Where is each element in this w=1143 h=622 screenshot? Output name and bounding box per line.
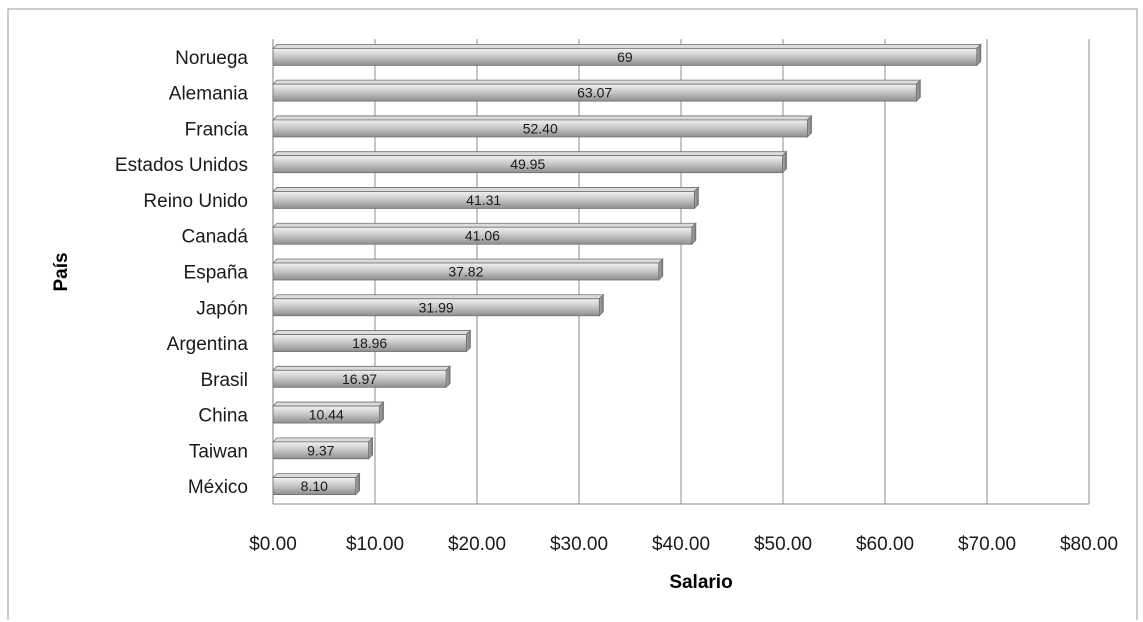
data-label: 37.82 (448, 264, 483, 280)
category-label: Reino Unido (143, 191, 248, 212)
x-tick-label: $50.00 (754, 534, 812, 555)
bar-top-face (272, 258, 664, 264)
bar-side-face (976, 43, 982, 67)
data-label: 10.44 (309, 407, 344, 423)
bar-top-face (272, 222, 697, 228)
bar-top-face (272, 365, 452, 371)
bar-front-face (272, 226, 693, 245)
bar (272, 293, 605, 317)
category-label: Argentina (167, 334, 249, 355)
x-tick-label: $0.00 (249, 534, 297, 555)
bar-front-face (272, 262, 660, 281)
bar-front-face (272, 47, 978, 66)
category-label: Alemania (169, 84, 249, 105)
bar-side-face (598, 293, 604, 317)
category-label: Japón (196, 298, 248, 319)
bar (272, 114, 813, 138)
bar-top-face (272, 437, 374, 443)
bar-side-face (807, 114, 812, 138)
data-label: 41.06 (465, 228, 500, 244)
category-label: Brasil (200, 370, 248, 391)
chart-border (7, 8, 1138, 620)
bar (272, 401, 385, 425)
bar (272, 150, 788, 174)
category-label: México (188, 477, 248, 498)
bar-side-face (465, 329, 471, 353)
bar-top-face (272, 151, 788, 157)
bar-front-face (272, 298, 600, 317)
bar-side-face (693, 186, 699, 210)
bar-top-face (272, 401, 385, 407)
bar-side-face (782, 150, 787, 174)
x-tick-label: $20.00 (448, 534, 506, 555)
category-label: Noruega (175, 48, 248, 69)
bar-top-face (272, 43, 982, 49)
category-label: Estados Unidos (115, 155, 248, 176)
bar-front-face (272, 477, 357, 496)
data-label: 16.97 (342, 371, 377, 387)
x-tick-label: $60.00 (856, 534, 914, 555)
bar (272, 365, 452, 389)
bar-front-face (272, 334, 467, 352)
bar-top-face (272, 115, 813, 121)
category-label: China (198, 406, 248, 427)
x-tick-label: $30.00 (550, 534, 608, 555)
bar-top-face (272, 294, 605, 300)
bar (272, 222, 697, 246)
data-label: 8.10 (301, 478, 328, 494)
x-tick-label: $70.00 (958, 534, 1016, 555)
data-label: 9.37 (307, 442, 334, 458)
bar (272, 436, 374, 460)
bar-side-face (379, 401, 384, 425)
bar-front-face (272, 369, 447, 388)
bar-front-face (272, 83, 917, 102)
bar-top-face (272, 330, 472, 335)
bar (272, 186, 700, 210)
bar (272, 472, 361, 496)
bar-side-face (691, 222, 697, 246)
data-label: 52.40 (523, 120, 558, 136)
bar-side-face (445, 365, 451, 389)
bar-top-face (272, 79, 922, 85)
data-label: 63.07 (577, 85, 612, 101)
data-label: 49.95 (510, 156, 545, 172)
bar (272, 43, 982, 67)
bar (272, 258, 664, 281)
category-label: Francia (185, 119, 249, 140)
bar-side-face (915, 79, 921, 103)
data-label: 18.96 (352, 335, 387, 351)
bar-front-face (272, 191, 695, 209)
bar-top-face (272, 187, 700, 192)
data-label: 69 (617, 49, 633, 65)
bar-front-face (272, 155, 783, 174)
bar-side-face (658, 258, 664, 281)
y-axis-title: País (51, 252, 72, 291)
bar-front-face (272, 441, 369, 460)
x-tick-label: $10.00 (346, 534, 404, 555)
bar-front-face (272, 119, 808, 138)
category-label: España (184, 263, 249, 284)
x-tick-label: $80.00 (1060, 534, 1118, 555)
data-label: 31.99 (419, 299, 454, 315)
data-label: 41.31 (466, 192, 501, 208)
bar (272, 79, 922, 103)
x-axis-title: Salario (669, 572, 732, 593)
bar-top-face (272, 473, 361, 479)
bar-front-face (272, 405, 380, 424)
bar-side-face (355, 472, 361, 496)
bar-side-face (368, 436, 373, 460)
bar (272, 329, 472, 353)
x-tick-label: $40.00 (652, 534, 710, 555)
category-label: Canadá (181, 227, 248, 248)
category-label: Taiwan (189, 441, 248, 462)
